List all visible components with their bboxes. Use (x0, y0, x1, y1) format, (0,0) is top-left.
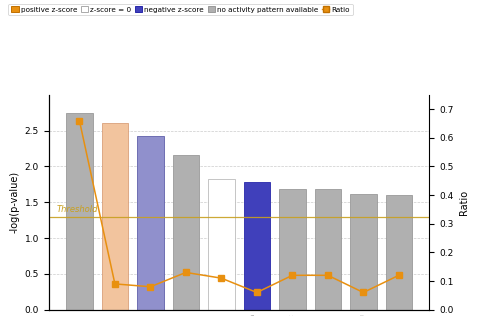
Bar (244, 182, 270, 310)
Legend: positive z-score, z-score = 0, negative z-score, no activity pattern available, : positive z-score, z-score = 0, negative … (8, 3, 353, 15)
Bar (350, 194, 377, 310)
Bar (279, 189, 305, 310)
Bar (173, 155, 199, 310)
Bar (315, 189, 341, 310)
Bar (102, 124, 128, 310)
Text: Threshold: Threshold (57, 205, 98, 214)
Bar (208, 179, 235, 310)
Bar (386, 195, 412, 310)
Y-axis label: Ratio: Ratio (459, 190, 469, 215)
Y-axis label: -log(p-value): -log(p-value) (9, 171, 19, 233)
Bar (66, 113, 93, 310)
Bar (137, 136, 163, 310)
